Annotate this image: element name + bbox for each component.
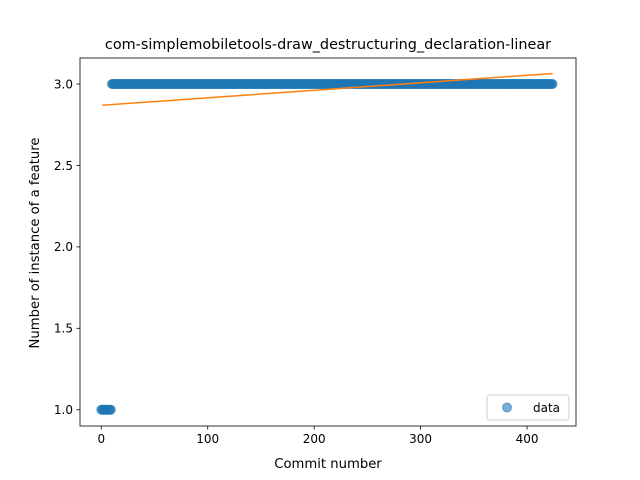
axes-frame [79,57,577,427]
legend-label-data: data [533,401,560,415]
trend-line [102,72,553,106]
x-tick-label: 0 [97,432,105,446]
plot-area: 0 100 200 300 400 1.0 1.5 2.0 2.5 3.0 [54,57,577,446]
legend-box [486,394,570,421]
x-axis-label: Commit number [274,457,382,472]
x-tick-label: 400 [516,432,539,446]
data-point [105,404,116,415]
chart-title: com-simplemobiletools-draw_destructuring… [105,37,551,53]
legend: data [486,394,570,421]
x-tick-label: 200 [303,432,326,446]
legend-marker-data [502,402,512,413]
y-axis-label: Number of instance of a feature [28,138,43,349]
y-tick-label: 2.0 [54,240,73,254]
x-tick-label: 300 [409,432,432,446]
data-point [547,79,558,90]
y-tick-label: 2.5 [54,159,73,173]
y-tick-label: 1.5 [54,322,73,336]
y-tick-label: 1.0 [54,403,73,417]
x-tick-label: 100 [196,432,219,446]
y-tick-label: 3.0 [54,77,73,91]
